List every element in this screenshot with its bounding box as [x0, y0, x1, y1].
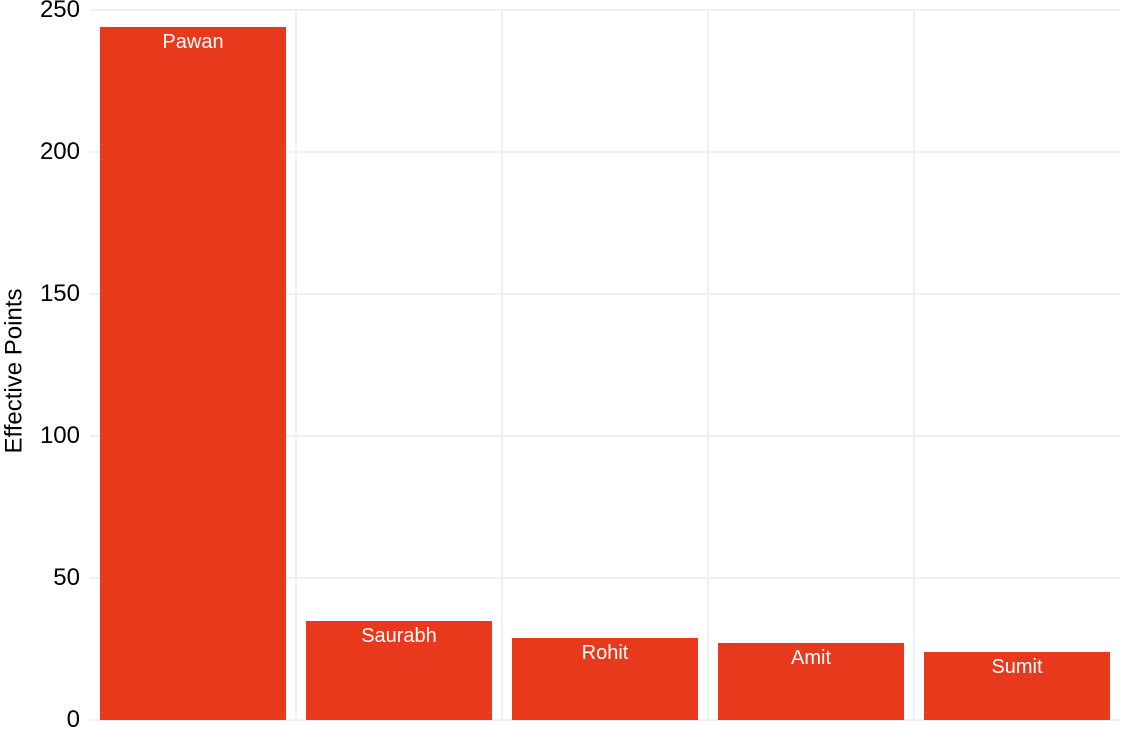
y-tick-label: 200 [40, 138, 90, 166]
y-axis-label: Effective Points [0, 289, 28, 454]
bar-label: Amit [791, 647, 831, 670]
bar-pawan [100, 27, 285, 720]
bar-label: Pawan [162, 31, 223, 54]
bar-label: Sumit [991, 656, 1042, 679]
y-tick-label: 100 [40, 422, 90, 450]
figure: Effective Points 0 50 100 150 200 250 Pawan Sau… [0, 0, 1134, 742]
y-tick-label: 0 [67, 706, 90, 734]
plot-area: 050100150200250PawanSaurabhRohitAmitSumi… [90, 10, 1120, 720]
y-tick-label: 50 [53, 564, 90, 592]
gridline-v [501, 10, 503, 720]
bar-label: Saurabh [361, 625, 437, 648]
y-axis-label-container: Effective Points [0, 0, 28, 742]
gridline-v [707, 10, 709, 720]
gridline-v [295, 10, 297, 720]
y-tick-label: 150 [40, 280, 90, 308]
bar-label: Rohit [582, 642, 629, 665]
y-tick-label: 250 [40, 0, 90, 24]
gridline-h [90, 9, 1120, 11]
gridline-v [913, 10, 915, 720]
